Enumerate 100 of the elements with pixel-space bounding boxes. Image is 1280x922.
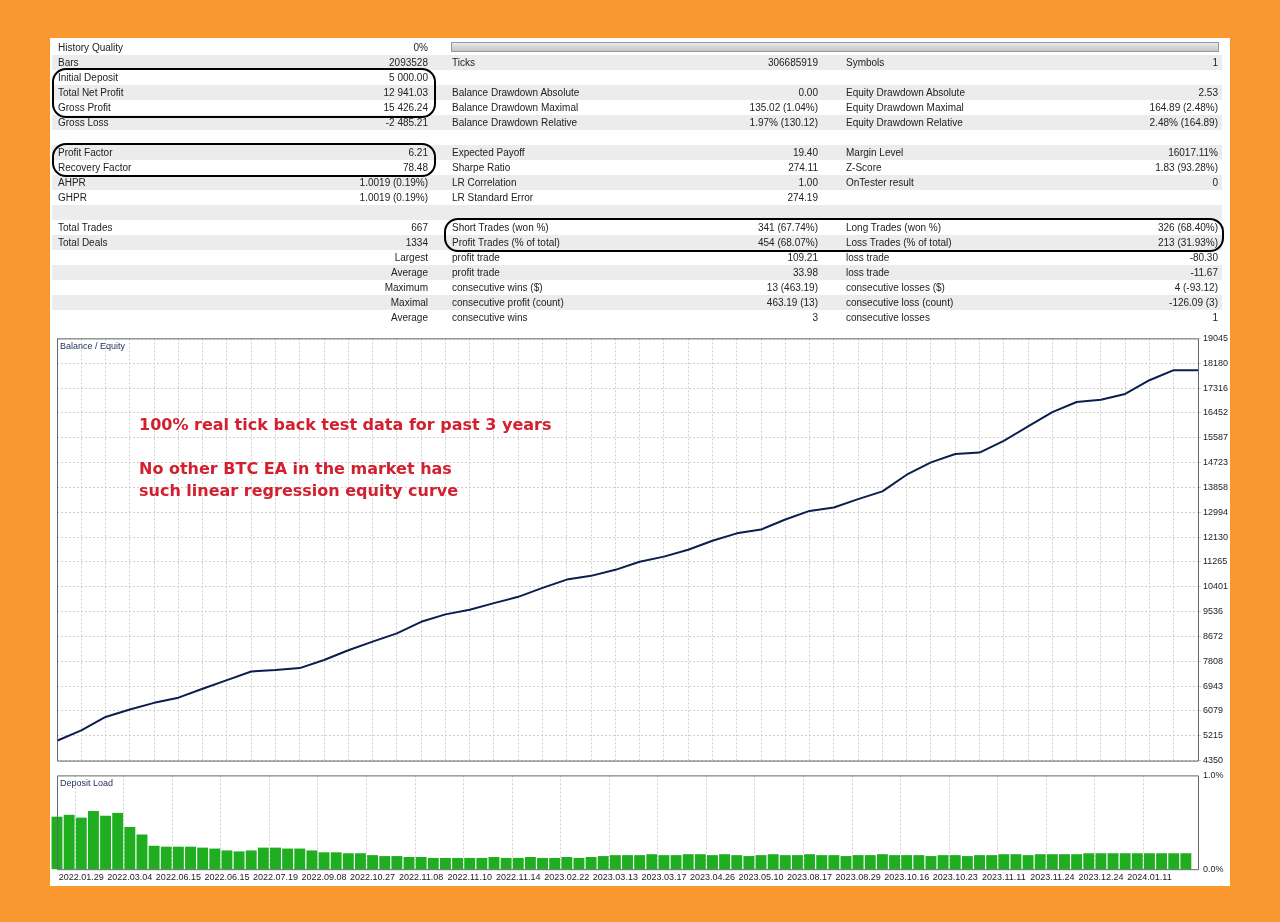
text: consecutive wins <box>452 311 529 325</box>
text: 1 <box>1211 311 1218 325</box>
text: Expected Payoff <box>452 146 526 160</box>
text: 1.83 (93.28%) <box>1154 161 1218 175</box>
x-tick-label: 2022.03.04 <box>107 872 153 883</box>
x-tick-label: 2022.07.19 <box>252 872 299 883</box>
y-tick-label: 12994 <box>1203 506 1229 517</box>
text: 341 (67.74%) <box>756 221 818 235</box>
x-tick-label: 2022.09.08 <box>301 872 347 883</box>
text: 1334 <box>404 236 428 250</box>
y-tick-label: 1.0% <box>1203 769 1224 780</box>
y-tick-label: 16452 <box>1203 407 1229 418</box>
text: 6.21 <box>407 146 428 160</box>
text: 274.11 <box>787 161 818 175</box>
x-tick-label: 2023.10.16 <box>884 872 930 883</box>
text: Bars <box>58 56 80 70</box>
y-tick-label: 0.0% <box>1203 863 1224 874</box>
text: 454 (68.07%) <box>756 236 818 250</box>
text: Short Trades (won %) <box>452 221 550 235</box>
text: Largest <box>393 251 428 265</box>
y-tick-label: 12130 <box>1203 531 1229 542</box>
text: Initial Deposit <box>58 71 120 85</box>
x-tick-label: 2023.05.10 <box>738 872 784 883</box>
bar <box>488 857 500 870</box>
bar <box>1107 853 1119 870</box>
text: -11.67 <box>1189 266 1218 280</box>
text: AHPR <box>58 176 87 190</box>
text: consecutive loss (count) <box>846 296 955 310</box>
text: 78.48 <box>401 161 428 175</box>
text: 13 (463.19) <box>765 281 818 295</box>
bar <box>755 855 767 870</box>
x-tick-label: 2023.10.23 <box>932 872 978 883</box>
bar <box>403 857 415 870</box>
text: consecutive losses <box>846 311 931 325</box>
text: 1 <box>1211 56 1218 70</box>
text: Long Trades (won %) <box>846 221 943 235</box>
text: loss trade <box>846 251 891 265</box>
text: Balance Drawdown Relative <box>452 116 579 130</box>
text: Margin Level <box>846 146 905 160</box>
text: 1.0019 (0.19%) <box>358 176 428 190</box>
text: Balance Drawdown Absolute <box>452 86 581 100</box>
y-tick-label: 7808 <box>1203 655 1224 666</box>
text: 306685919 <box>766 56 818 70</box>
text: 16017.11% <box>1167 146 1218 160</box>
text: 15 426.24 <box>382 101 428 115</box>
x-tick-label: 2022.06.15 <box>155 872 201 883</box>
text: Z-Score <box>846 161 883 175</box>
x-tick-label: 2022.11.08 <box>398 872 444 883</box>
text: 463.19 (13) <box>765 296 818 310</box>
x-tick-label: 2023.11.24 <box>1030 872 1075 883</box>
text: GHPR <box>58 191 88 205</box>
text: Total Trades <box>58 221 114 235</box>
text: 5 000.00 <box>388 71 428 85</box>
text: Maximal <box>389 296 428 310</box>
y-tick-label: 17316 <box>1203 382 1229 393</box>
x-tick-label: 2023.04.26 <box>689 872 735 883</box>
text: -80.30 <box>1188 251 1218 265</box>
text: consecutive wins ($) <box>452 281 544 295</box>
x-tick-label: 2022.06.15 <box>204 872 250 883</box>
bar <box>840 856 852 870</box>
text: 4 (-93.12) <box>1173 281 1218 295</box>
text: Average <box>389 311 428 325</box>
text: Equity Drawdown Maximal <box>846 101 965 115</box>
y-tick-label: 19045 <box>1203 332 1229 343</box>
x-tick-label: 2024.01.11 <box>1127 872 1172 883</box>
x-tick-label: 2022.11.14 <box>496 872 541 883</box>
text: Symbols <box>846 56 886 70</box>
y-tick-label: 8672 <box>1203 630 1224 641</box>
text: LR Standard Error <box>452 191 535 205</box>
text: profit trade <box>452 266 501 280</box>
text: 0 <box>1211 176 1218 190</box>
text: Average <box>389 266 428 280</box>
text: loss trade <box>846 266 891 280</box>
annotation: No other BTC EA in the market has such linear regression equity curve <box>139 459 459 501</box>
text: 2.53 <box>1197 86 1218 100</box>
text: -2 485.21 <box>384 116 428 130</box>
text: 213 (31.93%) <box>1156 236 1218 250</box>
y-tick-label: 18180 <box>1203 357 1229 368</box>
text: 274.19 <box>786 191 818 205</box>
text: consecutive profit (count) <box>452 296 565 310</box>
text: Gross Loss <box>58 116 110 130</box>
y-tick-label: 15587 <box>1203 432 1229 443</box>
y-tick-label: 14723 <box>1203 457 1229 468</box>
text: 326 (68.40%) <box>1156 221 1218 235</box>
text: 667 <box>410 221 428 235</box>
text: Loss Trades (% of total) <box>846 236 953 250</box>
x-tick-label: 2022.01.29 <box>58 872 104 883</box>
x-tick-label: 2023.03.13 <box>592 872 638 883</box>
text: 33.98 <box>791 266 818 280</box>
text: 135.02 (1.04%) <box>748 101 818 115</box>
y-tick-label: 6943 <box>1203 680 1224 691</box>
bar <box>136 834 148 870</box>
text: Total Deals <box>58 236 109 250</box>
y-tick-label: 9536 <box>1203 606 1224 617</box>
x-tick-label: 2023.11.11 <box>981 872 1026 883</box>
y-tick-label: 13858 <box>1203 481 1229 492</box>
text: Total Net Profit <box>58 86 125 100</box>
text: 0.00 <box>797 86 818 100</box>
x-tick-label: 2022.11.10 <box>447 872 492 883</box>
y-tick-label: 4350 <box>1203 755 1224 766</box>
